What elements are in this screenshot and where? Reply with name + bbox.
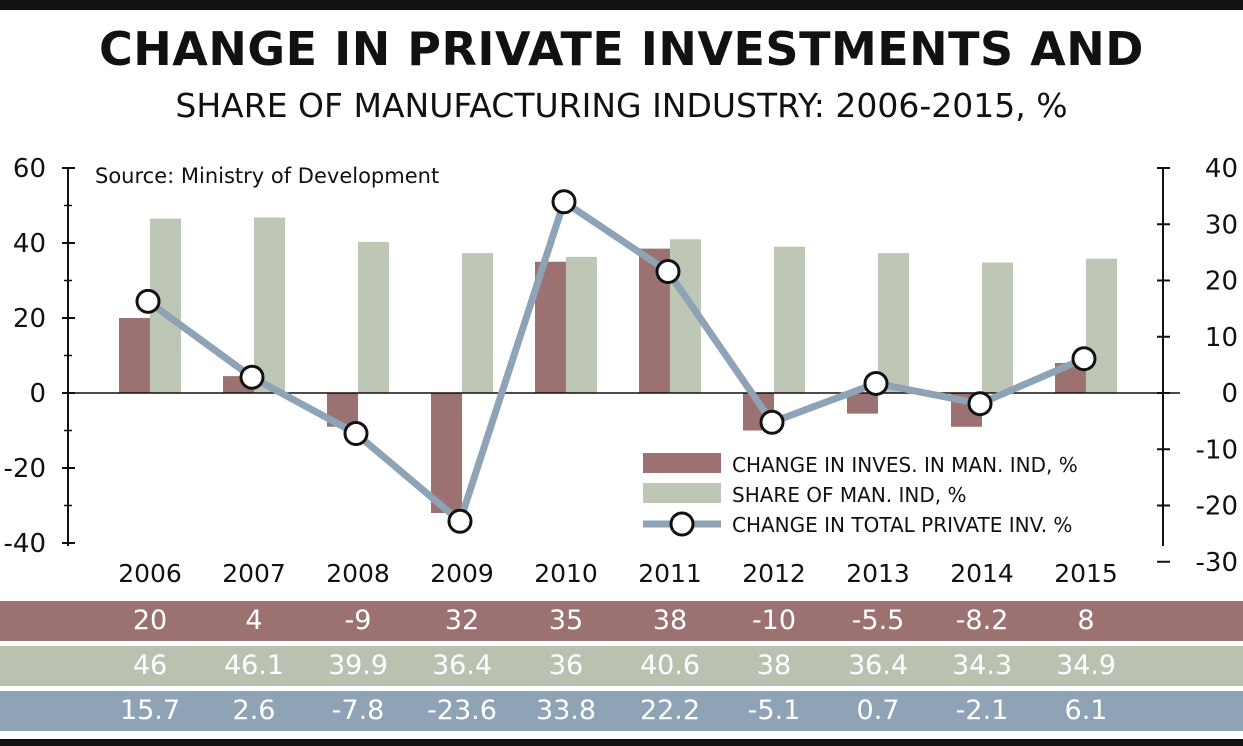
right-tick-label: -10 xyxy=(1196,435,1238,465)
bar-share-2008 xyxy=(358,241,389,393)
chart-subtitle: SHARE OF MANUFACTURING INDUSTRY: 2006-20… xyxy=(175,86,1068,125)
x-tick-label-2010: 2010 xyxy=(534,559,598,588)
source-note: Source: Ministry of Development xyxy=(95,164,439,188)
bottom-rule xyxy=(0,739,1243,746)
x-tick-label-2011: 2011 xyxy=(638,559,702,588)
table-cell-change-inv-2011: 38 xyxy=(652,605,688,636)
bar-share-2007 xyxy=(254,217,285,393)
right-tick-label: -30 xyxy=(1196,548,1238,578)
right-tick-label: 30 xyxy=(1205,210,1238,240)
bar-change-inv-2009 xyxy=(431,393,462,513)
legend-swatch-total-marker xyxy=(669,511,695,537)
left-tick-label: 40 xyxy=(13,229,46,259)
table-row-total: 15.7 2.6 -7.8 -23.6 33.8 22.2 -5.1 0.7 -2.1 6.1 xyxy=(0,691,1243,731)
bar-share-2015 xyxy=(1086,258,1117,393)
table-cell-change-inv-2007: 4 xyxy=(245,605,263,636)
table-cell-share-2011: 40.6 xyxy=(639,650,701,681)
point-total-2010 xyxy=(551,189,577,215)
ticks-layer: 60 40 20 0 -20 -40 40 30 20 10 0 -10 -20 -30 xyxy=(4,154,1238,578)
table-cell-total-2010: 33.8 xyxy=(535,695,597,726)
left-tick-label: 60 xyxy=(13,154,46,184)
top-rule xyxy=(0,0,1243,10)
x-tick-label-2007: 2007 xyxy=(222,559,286,588)
right-tick-label: 40 xyxy=(1205,154,1238,184)
table-cell-share-2008: 39.9 xyxy=(327,650,389,681)
table-cell-total-2011: 22.2 xyxy=(639,695,701,726)
bar-share-2014 xyxy=(982,262,1013,393)
x-tick-label-2014: 2014 xyxy=(950,559,1014,588)
table-cell-change-inv-2010: 35 xyxy=(548,605,584,636)
table-row-change-inv: 20 4 -9 32 35 38 -10 -5.5 -8.2 8 xyxy=(0,601,1243,641)
x-tick-label-2012: 2012 xyxy=(742,559,806,588)
left-tick-label: 0 xyxy=(29,379,46,409)
table-cell-share-2012: 38 xyxy=(756,650,792,681)
point-total-2006 xyxy=(135,288,161,314)
point-total-2012 xyxy=(759,409,785,435)
left-tick-label: 20 xyxy=(13,304,46,334)
table-cell-share-2015: 34.9 xyxy=(1055,650,1117,681)
point-total-2008 xyxy=(343,421,369,446)
legend-swatch-share xyxy=(643,483,721,503)
point-total-2014 xyxy=(967,391,993,417)
table-cell-change-inv-2014: -8.2 xyxy=(955,605,1009,636)
legend-swatch-change-inv xyxy=(643,453,721,473)
x-tick-label-2006: 2006 xyxy=(118,559,182,588)
x-tick-label-2008: 2008 xyxy=(326,559,390,588)
table-cell-share-2013: 36.4 xyxy=(847,650,909,681)
bar-share-2012 xyxy=(774,246,805,393)
right-tick-label: 20 xyxy=(1205,267,1238,297)
left-tick-label: -40 xyxy=(4,529,46,559)
chart-title: CHANGE IN PRIVATE INVESTMENTS AND xyxy=(99,22,1144,76)
table-cell-total-2014: -2.1 xyxy=(955,695,1009,726)
legend: CHANGE IN INVES. IN MAN. IND, % SHARE OF… xyxy=(643,453,1078,537)
point-total-2015 xyxy=(1071,346,1097,372)
table-cell-share-2006: 46 xyxy=(132,650,168,681)
bar-share-2010 xyxy=(566,256,597,393)
left-tick-label: -20 xyxy=(4,454,46,484)
point-total-2009 xyxy=(447,508,473,534)
line-total-private-inv xyxy=(145,198,1086,525)
bar-change-inv-2006 xyxy=(119,318,150,393)
table-cell-change-inv-2009: 32 xyxy=(444,605,480,636)
right-tick-label: 10 xyxy=(1205,323,1238,353)
table-cell-total-2013: 0.7 xyxy=(856,695,900,726)
table-cell-total-2009: -23.6 xyxy=(427,695,497,726)
table-row-share: 46 46.1 39.9 36.4 36 40.6 38 36.4 34.3 34.9 xyxy=(0,646,1243,686)
x-tick-label-2009: 2009 xyxy=(430,559,494,588)
legend-label-change-inv: CHANGE IN INVES. IN MAN. IND, % xyxy=(732,453,1078,477)
table-cell-total-2008: -7.8 xyxy=(331,695,385,726)
table-cell-share-2014: 34.3 xyxy=(951,650,1013,681)
table-cell-share-2010: 36 xyxy=(548,650,584,681)
table-cell-change-inv-2013: -5.5 xyxy=(851,605,905,636)
right-tick-label: -20 xyxy=(1196,492,1238,522)
table-cell-total-2007: 2.6 xyxy=(232,695,276,726)
table-cell-share-2007: 46.1 xyxy=(223,650,285,681)
axes-layer xyxy=(67,168,1180,546)
point-total-2011 xyxy=(655,259,681,284)
table-cell-total-2015: 6.1 xyxy=(1064,695,1108,726)
bar-share-2009 xyxy=(462,253,493,393)
table-cell-change-inv-2008: -9 xyxy=(344,605,372,636)
legend-label-share: SHARE OF MAN. IND, % xyxy=(732,483,967,507)
line-layer xyxy=(135,189,1097,534)
table-cell-total-2012: -5.1 xyxy=(747,695,801,726)
point-total-2007 xyxy=(239,364,265,390)
bar-change-inv-2013 xyxy=(847,393,878,414)
point-total-2013 xyxy=(863,370,889,396)
table-cell-change-inv-2006: 20 xyxy=(132,605,168,636)
x-tick-label-2015: 2015 xyxy=(1054,559,1118,588)
table-cell-total-2006: 15.7 xyxy=(119,695,181,726)
x-tick-label-2013: 2013 xyxy=(846,559,910,588)
legend-label-total: CHANGE IN TOTAL PRIVATE INV. % xyxy=(732,513,1072,537)
table-cell-change-inv-2015: 8 xyxy=(1077,605,1095,636)
x-axis-labels: 2006 2007 2008 2009 2010 2011 2012 2013 2014 2015 xyxy=(118,559,1118,588)
bar-share-2013 xyxy=(878,253,909,393)
right-tick-label: 0 xyxy=(1221,379,1238,409)
table-cell-share-2009: 36.4 xyxy=(431,650,493,681)
table-cell-change-inv-2012: -10 xyxy=(751,605,797,636)
